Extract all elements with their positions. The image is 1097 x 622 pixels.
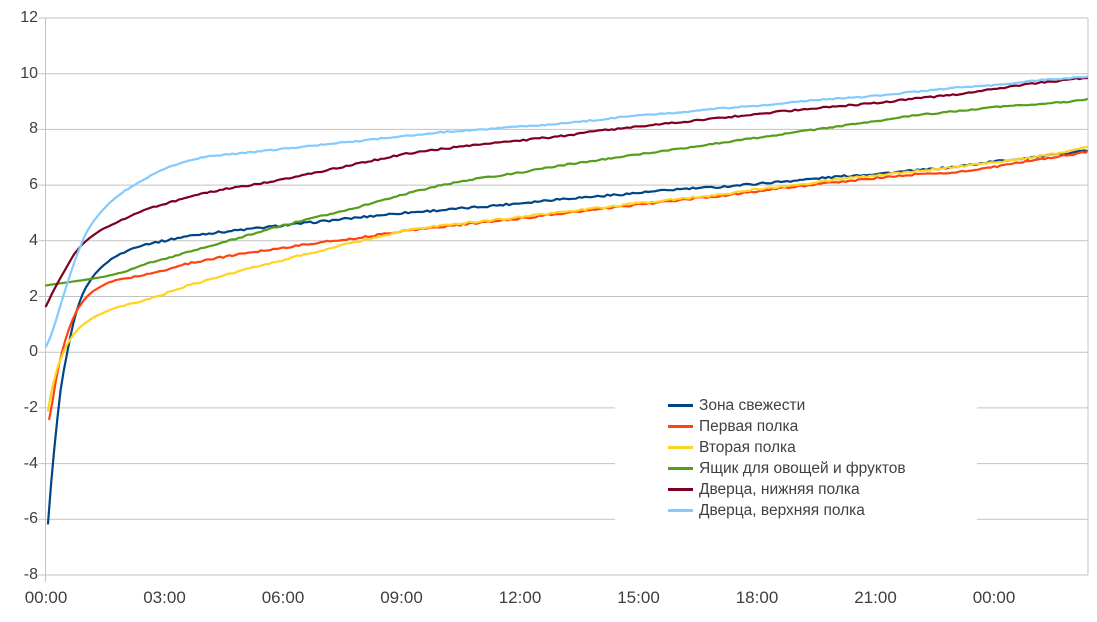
- legend-item-0: Зона свежести: [668, 395, 805, 416]
- legend-swatch-icon: [668, 488, 693, 491]
- legend-swatch-icon: [668, 446, 693, 449]
- series-line-3: [44, 97, 1088, 287]
- x-tick-label-6: 18:00: [735, 588, 779, 607]
- series-line-5: [44, 75, 1088, 348]
- legend-swatch-icon: [668, 404, 693, 407]
- series-line-1: [48, 150, 1088, 421]
- legend-label: Дверца, верхняя полка: [699, 502, 865, 519]
- y-tick-label--2: -2: [23, 398, 38, 416]
- legend-swatch-icon: [668, 425, 693, 428]
- y-tick-label-4: 4: [29, 231, 38, 249]
- legend-label: Дверца, нижняя полка: [699, 481, 860, 498]
- legend-label: Первая полка: [699, 418, 799, 435]
- y-tick-label--8: -8: [23, 566, 38, 583]
- y-tick-label-10: 10: [20, 64, 38, 82]
- series-line-4: [44, 76, 1088, 308]
- legend-item-2: Вторая полка: [668, 437, 796, 458]
- legend-item-1: Первая полка: [668, 416, 798, 437]
- y-tick-label--4: -4: [23, 454, 38, 472]
- legend-label: Ящик для овощей и фруктов: [699, 460, 906, 477]
- legend-item-3: Ящик для овощей и фруктов: [668, 458, 906, 479]
- x-tick-label-3: 09:00: [380, 588, 423, 607]
- legend: Зона свежести Первая полка Вторая полка Ящи…: [615, 391, 977, 523]
- x-tick-label-4: 12:00: [498, 588, 542, 607]
- x-tick-label-1: 03:00: [143, 588, 186, 607]
- legend-label: Зона свежести: [699, 397, 806, 414]
- y-tick-label-2: 2: [29, 287, 38, 305]
- x-tick-label-2: 06:00: [261, 588, 305, 607]
- legend-item-4: Дверца, нижняя полка: [668, 479, 860, 500]
- x-tick-label-0: 00:00: [24, 588, 68, 607]
- x-tick-label-5: 15:00: [617, 588, 660, 607]
- y-tick-label-8: 8: [29, 120, 38, 138]
- y-tick-label-12: 12: [20, 9, 38, 26]
- x-tick-label-7: 21:00: [854, 588, 897, 607]
- legend-swatch-icon: [668, 509, 693, 512]
- y-tick-label-6: 6: [29, 176, 38, 194]
- y-tick-label--6: -6: [23, 510, 38, 528]
- legend-item-5: Дверца, верхняя полка: [668, 500, 865, 521]
- y-tick-label-0: 0: [29, 343, 38, 361]
- legend-swatch-icon: [668, 467, 693, 470]
- x-tick-label-8: 00:00: [972, 588, 1016, 607]
- series-line-2: [46, 146, 1088, 412]
- legend-label: Вторая полка: [699, 439, 796, 456]
